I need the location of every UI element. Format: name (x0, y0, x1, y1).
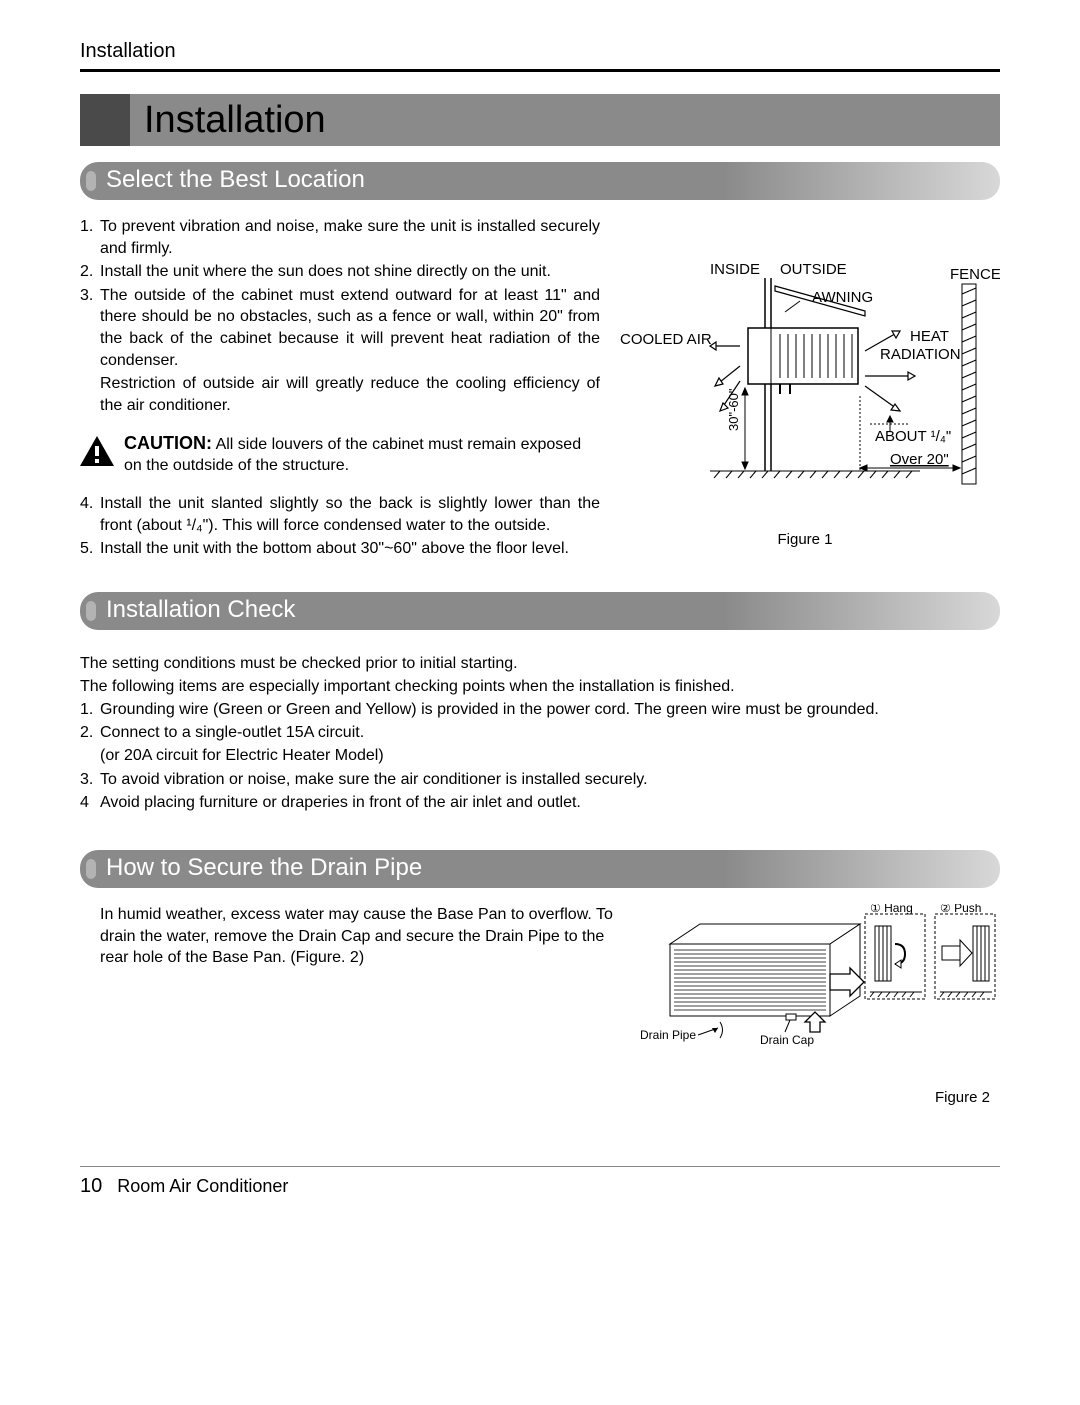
svg-text:Over 20": Over 20" (890, 451, 949, 468)
text: Grounding wire (Green or Green and Yello… (100, 698, 1000, 721)
check-intro1: The setting conditions must be checked p… (80, 652, 1000, 675)
figure-2: Drain Pipe Drain Cap ① Hang (640, 904, 1000, 1074)
header-rule (80, 69, 1000, 72)
svg-text:HEAT: HEAT (910, 328, 949, 345)
num: 5. (80, 538, 100, 560)
text: Install the unit slanted slightly so the… (100, 493, 600, 536)
select-item-2: 2. Install the unit where the sun does n… (80, 261, 600, 283)
select-right: INSIDE OUTSIDE FENCE AWNING COOLED AIR H… (620, 216, 1000, 562)
text: Connect to a single-outlet 15A circuit. (100, 721, 1000, 744)
select-left: 1. To prevent vibration and noise, make … (80, 216, 600, 562)
num: 3. (80, 285, 100, 371)
text: Install the unit with the bottom about 3… (100, 538, 600, 560)
check-item-1: 1.Grounding wire (Green or Green and Yel… (80, 698, 1000, 721)
num: 4. (80, 493, 100, 536)
footer-title: Room Air Conditioner (117, 1176, 288, 1196)
subheader-drain: How to Secure the Drain Pipe (80, 850, 1000, 888)
num: 2. (80, 721, 100, 744)
svg-text:OUTSIDE: OUTSIDE (780, 261, 847, 278)
caution-label: CAUTION: (124, 433, 212, 453)
num (80, 744, 100, 767)
select-item-1: 1. To prevent vibration and noise, make … (80, 216, 600, 259)
title-tab (80, 94, 130, 146)
check-intro2: The following items are especially impor… (80, 675, 1000, 698)
text: To prevent vibration and noise, make sur… (100, 216, 600, 259)
select-item-5: 5. Install the unit with the bottom abou… (80, 538, 600, 560)
page-header-label: Installation (80, 40, 1000, 63)
page-number: 10 (80, 1175, 102, 1197)
svg-text:① Hang: ① Hang (870, 904, 913, 915)
subheader-select: Select the Best Location (80, 162, 1000, 200)
select-columns: 1. To prevent vibration and noise, make … (80, 216, 1000, 562)
caution-icon (80, 436, 114, 466)
check-item-3: 3.To avoid vibration or noise, make sure… (80, 768, 1000, 791)
figure-2-caption: Figure 2 (640, 1089, 1000, 1106)
svg-text:30"-60": 30"-60" (726, 388, 741, 431)
drain-row: In humid weather, excess water may cause… (80, 904, 1000, 1106)
footer: 10 Room Air Conditioner (80, 1175, 1000, 1198)
text: Avoid placing furniture or draperies in … (100, 791, 1000, 814)
svg-text:Drain Cap: Drain Cap (760, 1033, 814, 1047)
svg-text:COOLED AIR: COOLED AIR (620, 331, 712, 348)
text: Restriction of outside air will greatly … (100, 373, 600, 416)
drain-right: Drain Pipe Drain Cap ① Hang (640, 904, 1000, 1106)
check-body: The setting conditions must be checked p… (80, 646, 1000, 824)
check-item-2b: (or 20A circuit for Electric Heater Mode… (80, 744, 1000, 767)
drain-text: In humid weather, excess water may cause… (80, 904, 620, 1106)
check-item-2: 2.Connect to a single-outlet 15A circuit… (80, 721, 1000, 744)
text: Install the unit where the sun does not … (100, 261, 600, 283)
text: (or 20A circuit for Electric Heater Mode… (100, 744, 1000, 767)
caution-block: CAUTION: All side louvers of the cabinet… (80, 432, 600, 477)
caution-text: CAUTION: All side louvers of the cabinet… (124, 432, 600, 477)
select-item-3: 3. The outside of the cabinet must exten… (80, 285, 600, 371)
svg-text:ABOUT ¹/₄": ABOUT ¹/₄" (875, 428, 951, 445)
select-item-4: 4. Install the unit slanted slightly so … (80, 493, 600, 536)
footer-rule (80, 1166, 1000, 1167)
svg-text:INSIDE: INSIDE (710, 261, 760, 278)
select-item-3b: Restriction of outside air will greatly … (80, 373, 600, 416)
text: To avoid vibration or noise, make sure t… (100, 768, 1000, 791)
num: 4 (80, 791, 100, 814)
text: The outside of the cabinet must extend o… (100, 285, 600, 371)
svg-text:Drain Pipe: Drain Pipe (640, 1028, 696, 1042)
svg-text:FENCE: FENCE (950, 266, 1000, 283)
subheader-check: Installation Check (80, 592, 1000, 630)
title-bar: Installation (80, 94, 1000, 146)
page-title: Installation (130, 99, 326, 142)
num: 2. (80, 261, 100, 283)
svg-text:RADIATION: RADIATION (880, 346, 961, 363)
figure-1-caption: Figure 1 (620, 531, 1000, 548)
figure-1: INSIDE OUTSIDE FENCE AWNING COOLED AIR H… (620, 256, 1000, 516)
num (80, 373, 100, 416)
svg-text:② Push: ② Push (940, 904, 981, 915)
check-item-4: 4Avoid placing furniture or draperies in… (80, 791, 1000, 814)
num: 1. (80, 216, 100, 259)
num: 1. (80, 698, 100, 721)
num: 3. (80, 768, 100, 791)
